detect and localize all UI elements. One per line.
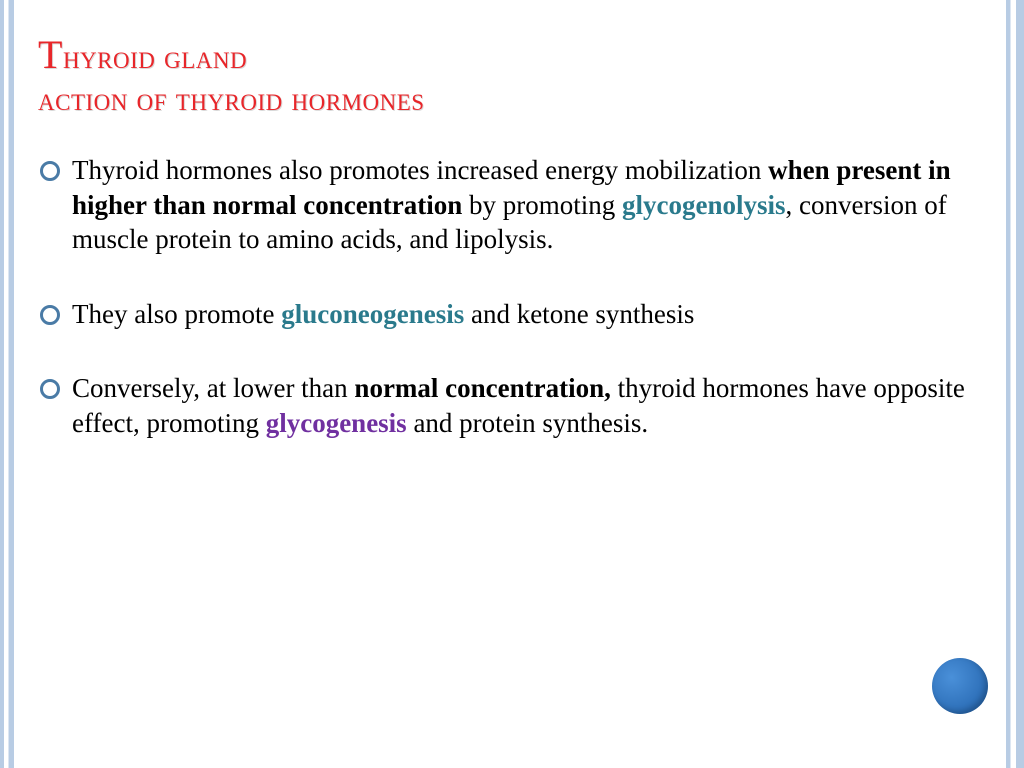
text-segment: by promoting <box>462 190 622 220</box>
slide-border-right <box>1006 0 1024 768</box>
text-segment: normal concentration, <box>354 373 610 403</box>
title-line2: action of thyroid hormones <box>38 82 425 118</box>
decorative-circle-icon <box>932 658 988 714</box>
bullet-list: Thyroid hormones also promotes increased… <box>38 153 994 440</box>
bullet-item: Thyroid hormones also promotes increased… <box>38 153 994 257</box>
text-segment: and ketone synthesis <box>464 299 694 329</box>
text-segment: Conversely, at lower than <box>72 373 354 403</box>
title-initial: T <box>38 32 63 77</box>
text-segment: gluconeogenesis <box>281 299 464 329</box>
slide-border-left <box>0 0 14 768</box>
bullet-item: They also promote gluconeogenesis and ke… <box>38 297 994 332</box>
text-segment: They also promote <box>72 299 281 329</box>
bullet-item: Conversely, at lower than normal concent… <box>38 371 994 440</box>
slide-title: Thyroid gland action of thyroid hormones <box>38 30 994 121</box>
text-segment: glycogenolysis <box>622 190 786 220</box>
text-segment: and protein synthesis. <box>407 408 648 438</box>
title-line1-rest: hyroid gland <box>63 40 247 76</box>
text-segment: Thyroid hormones also promotes increased… <box>72 155 768 185</box>
text-segment: glycogenesis <box>266 408 407 438</box>
slide-content: Thyroid gland action of thyroid hormones… <box>38 30 994 748</box>
